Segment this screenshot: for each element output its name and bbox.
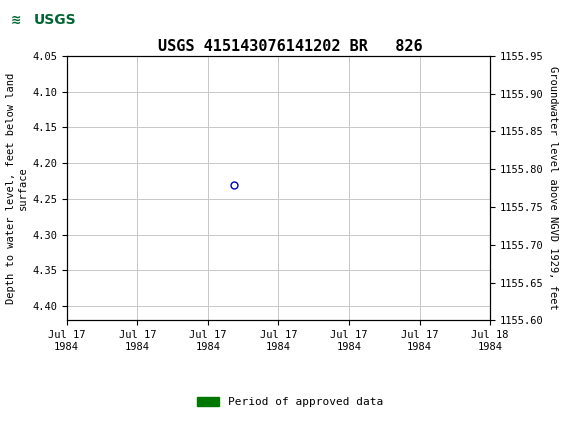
Legend: Period of approved data: Period of approved data bbox=[193, 393, 387, 412]
FancyBboxPatch shape bbox=[3, 3, 107, 37]
Text: USGS: USGS bbox=[34, 13, 77, 28]
Text: ≋: ≋ bbox=[10, 14, 21, 27]
Y-axis label: Groundwater level above NGVD 1929, feet: Groundwater level above NGVD 1929, feet bbox=[548, 66, 558, 310]
Text: USGS 415143076141202 BR   826: USGS 415143076141202 BR 826 bbox=[158, 39, 422, 54]
Y-axis label: Depth to water level, feet below land
surface: Depth to water level, feet below land su… bbox=[6, 73, 28, 304]
